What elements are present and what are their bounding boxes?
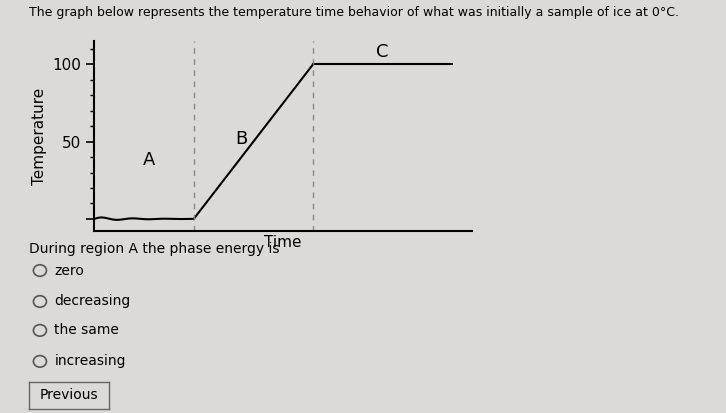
Y-axis label: Temperature: Temperature [32,88,46,185]
Text: C: C [376,43,388,61]
Text: zero: zero [54,263,84,278]
Text: Previous: Previous [40,389,98,402]
X-axis label: Time: Time [264,235,302,250]
Text: The graph below represents the temperature time behavior of what was initially a: The graph below represents the temperatu… [29,6,679,19]
Text: During region A the phase energy is: During region A the phase energy is [29,242,280,256]
Text: the same: the same [54,323,119,337]
Text: decreasing: decreasing [54,294,131,309]
Text: increasing: increasing [54,354,126,368]
Text: A: A [143,151,155,169]
Text: B: B [235,130,248,147]
